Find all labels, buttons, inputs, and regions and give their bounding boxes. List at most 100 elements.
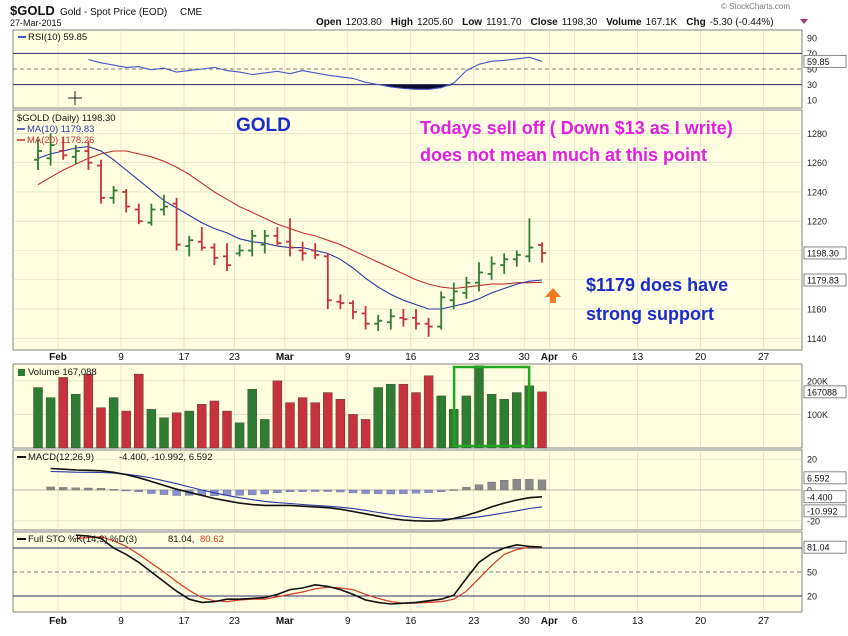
volume-bar (398, 383, 409, 449)
sto-last-label: 81.04 (807, 543, 830, 553)
ohlc-field-label: Chg (686, 17, 705, 28)
macd-histogram-bar (500, 480, 509, 491)
rsi-panel: 10 30 50 70 90 59.85 RSI(10) 59.85 (12, 29, 847, 109)
macd-legend-values: -4.400, -10.992, 6.592 (119, 452, 213, 463)
volume-last-label: 167088 (807, 387, 837, 397)
ohlc-bar (412, 309, 420, 330)
ohlc-bar (361, 306, 370, 330)
ohlc-field-label: Low (462, 17, 482, 28)
macd-histogram-bar (273, 489, 282, 493)
volume-bar (71, 394, 81, 449)
date-tick-label: Mar (276, 616, 294, 627)
ohlc-bar (134, 203, 143, 225)
volume-bar (247, 389, 257, 449)
macd-histogram-bar (525, 479, 534, 491)
volume-bar (360, 419, 371, 449)
date-tick-label: 30 (519, 616, 531, 627)
ohlc-bar (122, 189, 131, 213)
volume-bar (348, 414, 358, 449)
ohlc-bar (462, 276, 471, 299)
volume-bar (58, 377, 68, 449)
macd-histogram-bar (109, 489, 118, 491)
macd-histogram-bar (147, 489, 156, 494)
macd-histogram-bar (361, 489, 370, 494)
date-tick-label: 23 (468, 616, 480, 627)
price-y-tick-label: 1260 (807, 158, 827, 168)
ohlc-field-value: 1198.30 (562, 17, 598, 28)
macd-histogram-bar (323, 489, 332, 492)
date-tick-label: 27 (758, 352, 770, 363)
ohlc-field-value: 167.1K (646, 17, 678, 28)
price-legend-symbol: $GOLD (Daily) 1198.30 (17, 113, 116, 124)
macd-histogram-bar (348, 489, 358, 494)
ohlc-bar (273, 227, 282, 247)
price-y-tick-label: 1240 (807, 187, 827, 197)
ohlc-bar (399, 309, 408, 327)
macd-histogram-bar (159, 489, 169, 495)
volume-bar (512, 392, 522, 449)
macd-histogram-bar (285, 489, 295, 492)
macd-histogram-bar (374, 489, 383, 494)
sto-k-line (75, 534, 543, 605)
menu-arrow-icon[interactable] (800, 19, 808, 24)
date-tick-label: 23 (468, 352, 480, 363)
rsi-line (88, 56, 543, 90)
volume-bar (285, 402, 295, 449)
rsi-y-tick-label: 30 (807, 80, 817, 90)
volume-bar (146, 409, 157, 449)
volume-bar (171, 412, 182, 449)
volume-bar (486, 394, 497, 449)
date-axis-bottom: Feb 9 17 23 Mar 9 16 23 30 Apr 6 13 20 27 (49, 616, 769, 627)
ohlc-bar (109, 186, 118, 204)
date-tick-label: Apr (541, 352, 558, 363)
volume-highlight-box (452, 365, 531, 448)
ohlc-bar (71, 145, 80, 165)
ohlc-field-label: Volume (606, 17, 642, 28)
volume-bar (423, 375, 434, 449)
macd-histogram-bar (248, 489, 257, 496)
ohlc-bar (147, 203, 156, 226)
macd-line (50, 467, 543, 522)
macd-legend-name: MACD(12,26,9) (28, 452, 94, 463)
ma20-legend: MA(20) 1178.26 (27, 135, 94, 146)
ohlc-field-label: High (391, 17, 413, 28)
sto-d-line (75, 536, 543, 604)
date-tick-label: 9 (118, 616, 124, 627)
macd-histogram-bar (59, 487, 68, 491)
ohlc-bar (46, 133, 55, 166)
macd-histogram-bar (474, 484, 484, 491)
ohlc-field-value: 1205.60 (417, 17, 454, 28)
volume-bar (159, 417, 169, 449)
ohlc-bar (386, 309, 395, 330)
macd-histogram-bar (134, 489, 143, 492)
crosshair-icon (68, 91, 82, 105)
date-tick-label: 23 (229, 352, 241, 363)
ohlc-bar (34, 139, 42, 170)
rsi-y-tick-label: 50 (807, 65, 817, 75)
date-tick-label: Feb (49, 616, 67, 627)
sto-legend-d: 80.62 (200, 534, 224, 545)
ma10-legend: MA(10) 1179.83 (27, 124, 94, 135)
ohlc-field-value: -5.30 (-0.44%) (710, 17, 774, 28)
date-tick-label: 17 (178, 616, 190, 627)
volume-bar (260, 419, 270, 449)
price-y-tick-label: 1280 (807, 129, 827, 139)
gold-title-annotation: GOLD (236, 115, 291, 136)
selloff-note-line1: Todays sell off ( Down $13 as I write) (420, 118, 733, 138)
macd-histogram-bar (96, 488, 106, 491)
ohlc-bar (374, 314, 383, 331)
date-tick-label: Apr (541, 616, 558, 627)
date-tick-label: 13 (632, 352, 644, 363)
macd-histogram-bar (46, 486, 55, 491)
macd-histogram-bar (449, 489, 458, 491)
ma-value-label: 1179.83 (807, 276, 839, 286)
macd-histogram-bar (84, 487, 93, 491)
volume-bar (436, 395, 446, 449)
date-tick-label: 17 (178, 352, 190, 363)
macd-y-tick-label: 20 (807, 455, 817, 465)
volume-bar (537, 391, 547, 449)
ohlc-bar (500, 253, 509, 274)
volume-last-label-box (803, 385, 847, 399)
macd-y-tick-label: -20 (807, 516, 820, 526)
